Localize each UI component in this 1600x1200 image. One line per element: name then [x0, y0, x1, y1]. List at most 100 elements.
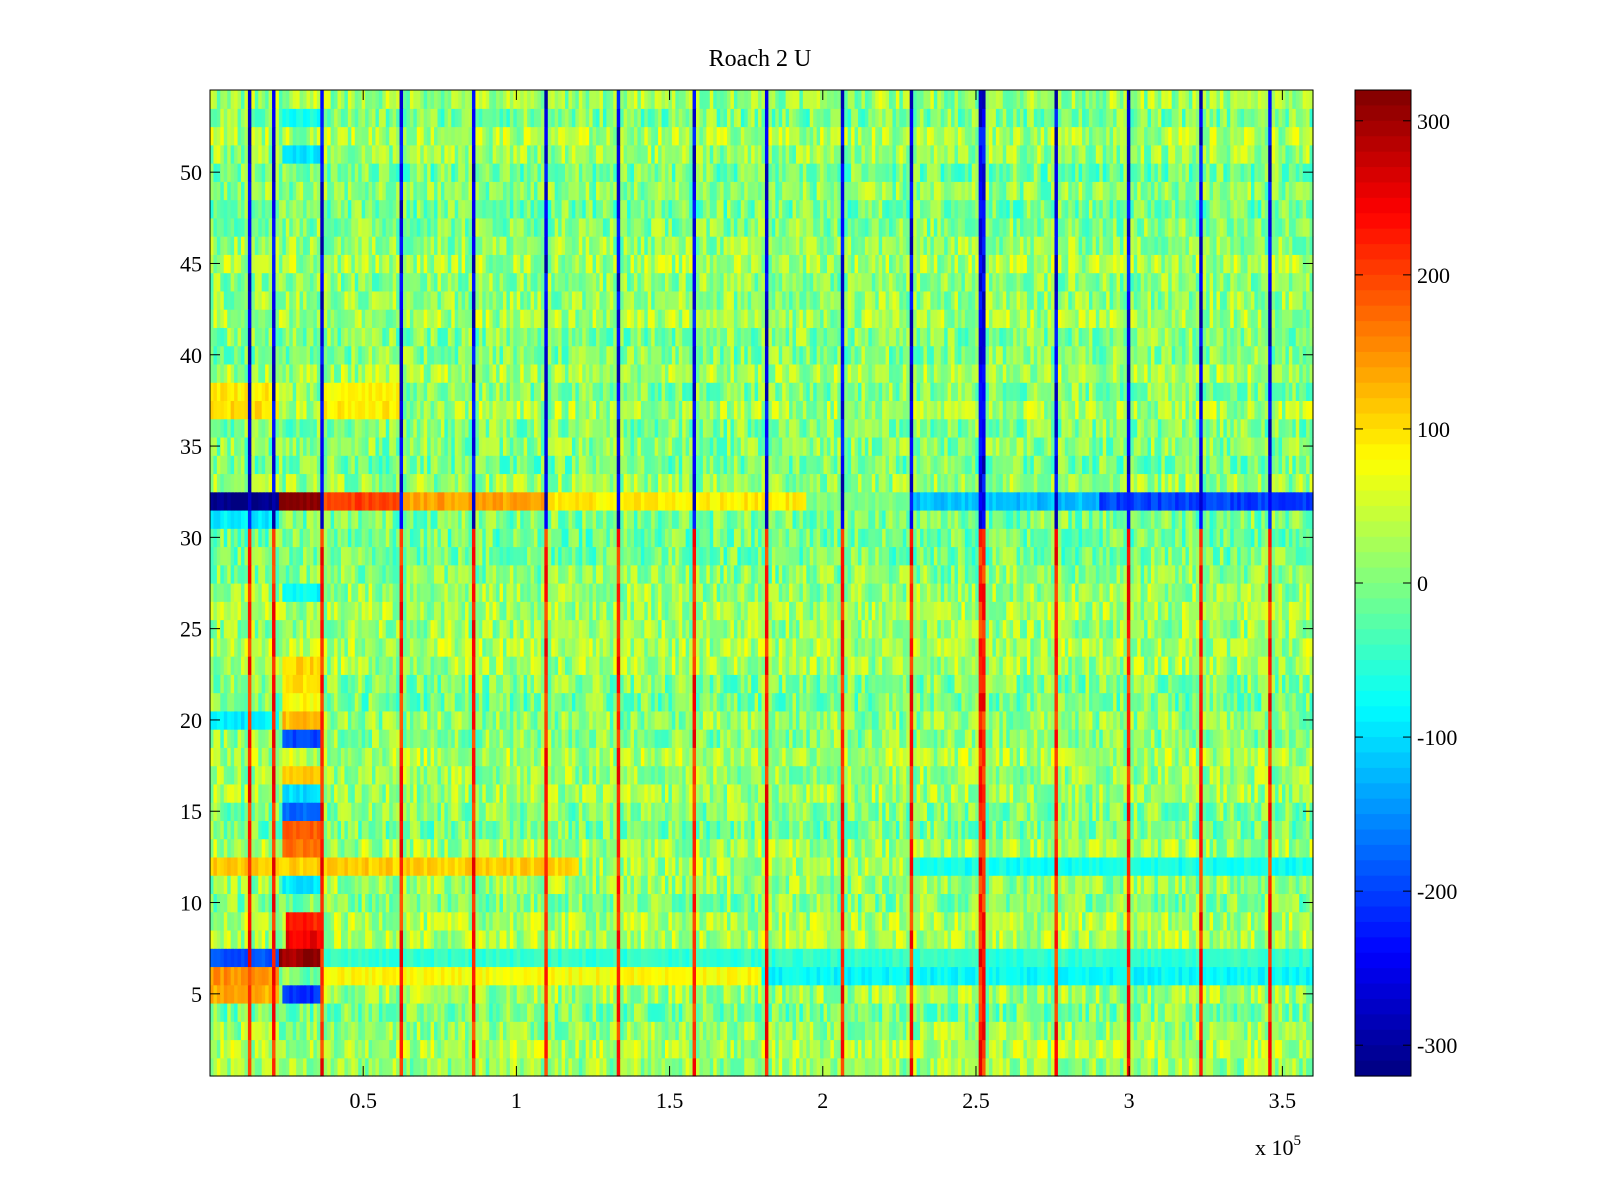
heatmap-cell — [1072, 875, 1076, 894]
heatmap-cell — [1017, 948, 1021, 967]
heatmap-cell — [1048, 985, 1052, 1004]
heatmap-cell — [338, 820, 342, 839]
heatmap-cell — [948, 820, 952, 839]
heatmap-cell — [241, 948, 245, 967]
heatmap-cell — [1113, 985, 1117, 1004]
heatmap-cell — [244, 802, 248, 821]
heatmap-cell — [1285, 857, 1289, 876]
heatmap-cell — [727, 1058, 731, 1077]
heatmap-cell — [882, 839, 886, 858]
heatmap-cell — [703, 985, 707, 1004]
heatmap-cell — [520, 1039, 524, 1058]
heatmap-cell — [937, 857, 941, 876]
heatmap-cell — [1165, 1003, 1169, 1022]
heatmap-cell — [868, 966, 872, 985]
heatmap-cell — [341, 1003, 345, 1022]
heatmap-cell — [541, 1021, 545, 1040]
heatmap-cell — [955, 839, 959, 858]
heatmap-cell — [1285, 802, 1289, 821]
heatmap-cell — [913, 930, 917, 949]
heatmap-cell — [575, 1039, 579, 1058]
heatmap-cell — [575, 857, 579, 876]
heatmap-cell — [572, 912, 576, 931]
heatmap-cell — [762, 784, 766, 803]
heatmap-cell — [672, 1021, 676, 1040]
heatmap-cell — [255, 839, 259, 858]
heatmap-cell — [879, 912, 883, 931]
heatmap-cell — [441, 857, 445, 876]
heatmap-cell — [244, 930, 248, 949]
heatmap-cell — [999, 1039, 1003, 1058]
heatmap-cell — [289, 1003, 293, 1022]
heatmap-cell — [1158, 875, 1162, 894]
heatmap-cell — [606, 875, 610, 894]
heatmap-cell — [662, 893, 666, 912]
heatmap-cell — [527, 985, 531, 1004]
heatmap-cell — [472, 875, 476, 894]
heatmap-cell — [613, 1021, 617, 1040]
heatmap-cell — [1092, 1039, 1096, 1058]
heatmap-cell — [1003, 1039, 1007, 1058]
heatmap-cell — [1192, 857, 1196, 876]
heatmap-cell — [493, 784, 497, 803]
heatmap-cell — [475, 966, 479, 985]
heatmap-cell — [1168, 802, 1172, 821]
heatmap-cell — [768, 1003, 772, 1022]
heatmap-cell — [724, 857, 728, 876]
heatmap-cell — [779, 1058, 783, 1077]
heatmap-cell — [1013, 1021, 1017, 1040]
heatmap-cell — [1137, 1039, 1141, 1058]
heatmap-cell — [892, 1003, 896, 1022]
heatmap-cell — [917, 966, 921, 985]
heatmap-cell — [568, 1021, 572, 1040]
heatmap-cell — [275, 1003, 279, 1022]
heatmap-cell — [772, 948, 776, 967]
heatmap-cell — [958, 1003, 962, 1022]
heatmap-cell — [1027, 930, 1031, 949]
heatmap-cell — [417, 857, 421, 876]
heatmap-cell — [1058, 1039, 1062, 1058]
heatmap-cell — [1220, 1058, 1224, 1077]
heatmap-cell — [1172, 930, 1176, 949]
heatmap-cell — [1099, 966, 1103, 985]
heatmap-cell — [365, 784, 369, 803]
heatmap-cell — [551, 875, 555, 894]
heatmap-cell — [1254, 857, 1258, 876]
heatmap-cell — [1123, 948, 1127, 967]
heatmap-cell — [1127, 1021, 1131, 1040]
heatmap-cell — [672, 1003, 676, 1022]
heatmap-cell — [300, 1003, 304, 1022]
heatmap-cell — [1120, 1058, 1124, 1077]
heatmap-cell — [1037, 875, 1041, 894]
heatmap-cell — [372, 875, 376, 894]
heatmap-cell — [1292, 985, 1296, 1004]
heatmap-cell — [889, 930, 893, 949]
heatmap-cell — [637, 875, 641, 894]
heatmap-cell — [813, 857, 817, 876]
heatmap-cell — [1220, 985, 1224, 1004]
heatmap-cell — [913, 1039, 917, 1058]
heatmap-cell — [1213, 1039, 1217, 1058]
heatmap-cell — [296, 893, 300, 912]
heatmap-cell — [586, 930, 590, 949]
heatmap-cell — [317, 1003, 321, 1022]
heatmap-cell — [506, 930, 510, 949]
heatmap-cell — [462, 966, 466, 985]
heatmap-cell — [1048, 912, 1052, 931]
heatmap-cell — [1265, 802, 1269, 821]
heatmap-cell — [586, 893, 590, 912]
heatmap-cell — [282, 820, 286, 839]
heatmap-cell — [603, 930, 607, 949]
heatmap-cell — [879, 802, 883, 821]
heatmap-cell — [882, 802, 886, 821]
heatmap-cell — [1054, 966, 1058, 985]
heatmap-cell — [648, 948, 652, 967]
heatmap-cell — [879, 875, 883, 894]
heatmap-cell — [613, 820, 617, 839]
heatmap-cell — [758, 948, 762, 967]
heatmap-cell — [331, 985, 335, 1004]
heatmap-cell — [255, 966, 259, 985]
heatmap-cell — [241, 893, 245, 912]
heatmap-cell — [503, 820, 507, 839]
heatmap-cell — [1210, 839, 1214, 858]
